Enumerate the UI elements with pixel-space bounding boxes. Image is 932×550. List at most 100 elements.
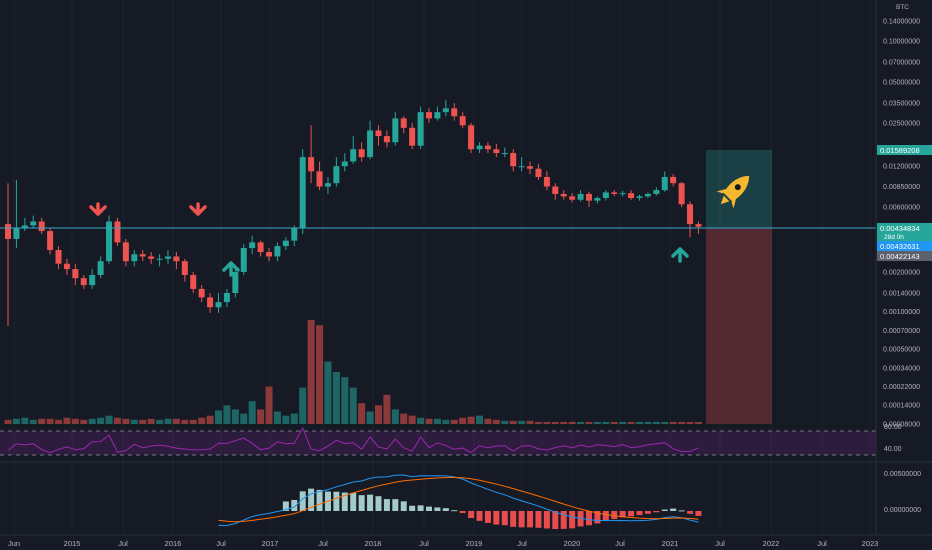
candle[interactable]: [21, 217, 28, 232]
candle[interactable]: [207, 293, 214, 313]
volume-bar: [12, 418, 20, 424]
candle[interactable]: [198, 285, 205, 303]
volume-bar: [282, 415, 290, 424]
candle[interactable]: [644, 192, 651, 199]
candle[interactable]: [426, 108, 432, 123]
candle[interactable]: [114, 217, 121, 247]
time-tick-label: 2021: [662, 539, 679, 548]
candle[interactable]: [190, 271, 197, 293]
volume-bar: [198, 417, 206, 424]
candle[interactable]: [560, 190, 567, 200]
candle[interactable]: [350, 136, 357, 164]
candle[interactable]: [324, 176, 331, 194]
candle[interactable]: [409, 122, 416, 150]
candle[interactable]: [291, 225, 298, 247]
candle[interactable]: [476, 142, 483, 154]
candle[interactable]: [13, 180, 20, 249]
candle[interactable]: [543, 171, 550, 191]
candle[interactable]: [55, 246, 62, 270]
candle[interactable]: [181, 258, 188, 282]
candle[interactable]: [308, 125, 315, 184]
candle[interactable]: [80, 274, 87, 289]
candle[interactable]: [569, 193, 576, 203]
candle[interactable]: [636, 194, 643, 201]
candle[interactable]: [484, 142, 491, 154]
annotations: [89, 175, 750, 277]
candle[interactable]: [30, 215, 37, 229]
candle[interactable]: [392, 112, 399, 146]
candle[interactable]: [577, 190, 584, 202]
candle[interactable]: [434, 106, 441, 121]
candles[interactable]: [5, 99, 702, 327]
candle[interactable]: [358, 142, 365, 162]
rsi-pane[interactable]: 80.00 40.00: [0, 424, 902, 456]
candle[interactable]: [131, 250, 138, 267]
candle[interactable]: [97, 256, 104, 279]
candle[interactable]: [257, 240, 264, 257]
candle[interactable]: [527, 161, 534, 175]
candle[interactable]: [535, 163, 542, 181]
price-tick-label: 0.05000000: [883, 80, 920, 87]
candle[interactable]: [585, 191, 592, 208]
candle[interactable]: [670, 174, 677, 187]
candle[interactable]: [510, 149, 517, 172]
candle[interactable]: [619, 190, 626, 197]
volume-bar: [492, 419, 500, 424]
candle[interactable]: [375, 125, 382, 146]
stop-zone[interactable]: [706, 228, 772, 424]
time-axis[interactable]: Jun 2015 Jul 2016 Jul 2017 Jul 2018 Jul 2019 Jul 20…: [0, 534, 932, 548]
candle[interactable]: [493, 143, 500, 158]
candle[interactable]: [459, 112, 466, 128]
candle[interactable]: [148, 252, 155, 264]
volume-bar: [139, 419, 147, 424]
candle[interactable]: [72, 263, 79, 286]
candle[interactable]: [164, 250, 171, 264]
candle[interactable]: [653, 187, 660, 196]
candle[interactable]: [63, 258, 70, 275]
candle[interactable]: [594, 196, 601, 204]
candle[interactable]: [232, 266, 239, 298]
candle[interactable]: [442, 99, 449, 117]
candle[interactable]: [139, 250, 146, 262]
candle[interactable]: [468, 122, 475, 154]
candle[interactable]: [240, 244, 247, 275]
candle[interactable]: [687, 201, 694, 238]
candle[interactable]: [5, 183, 11, 327]
candle[interactable]: [602, 190, 609, 201]
candle[interactable]: [417, 106, 424, 150]
candle[interactable]: [266, 248, 273, 262]
candle[interactable]: [661, 171, 668, 192]
candle[interactable]: [400, 116, 407, 134]
candle[interactable]: [552, 183, 559, 200]
candle[interactable]: [341, 153, 348, 172]
candle[interactable]: [173, 252, 180, 270]
candle[interactable]: [451, 103, 458, 121]
candle[interactable]: [223, 288, 230, 308]
candle[interactable]: [367, 120, 374, 160]
candle[interactable]: [678, 181, 685, 208]
candle[interactable]: [249, 235, 256, 255]
candle[interactable]: [122, 238, 129, 267]
candle[interactable]: [47, 228, 54, 255]
candle[interactable]: [316, 161, 323, 191]
candle[interactable]: [299, 149, 306, 235]
candle[interactable]: [333, 157, 340, 187]
candle[interactable]: [628, 190, 635, 200]
price-axis-unit: BTC: [896, 4, 909, 11]
candle[interactable]: [38, 217, 45, 235]
candle[interactable]: [215, 293, 222, 313]
candle[interactable]: [518, 157, 525, 172]
long-position-tool[interactable]: [706, 150, 772, 424]
macd-pane[interactable]: 0.00500000 0.00000000: [0, 461, 932, 530]
candle[interactable]: [89, 269, 96, 289]
candle[interactable]: [282, 237, 289, 251]
candle[interactable]: [106, 215, 113, 264]
candle[interactable]: [501, 147, 508, 158]
candle[interactable]: [274, 242, 281, 262]
candle[interactable]: [383, 130, 390, 148]
macd-histogram-bar: [459, 511, 466, 514]
volume-bar: [610, 421, 618, 424]
candle[interactable]: [156, 254, 163, 267]
candle[interactable]: [611, 190, 618, 197]
